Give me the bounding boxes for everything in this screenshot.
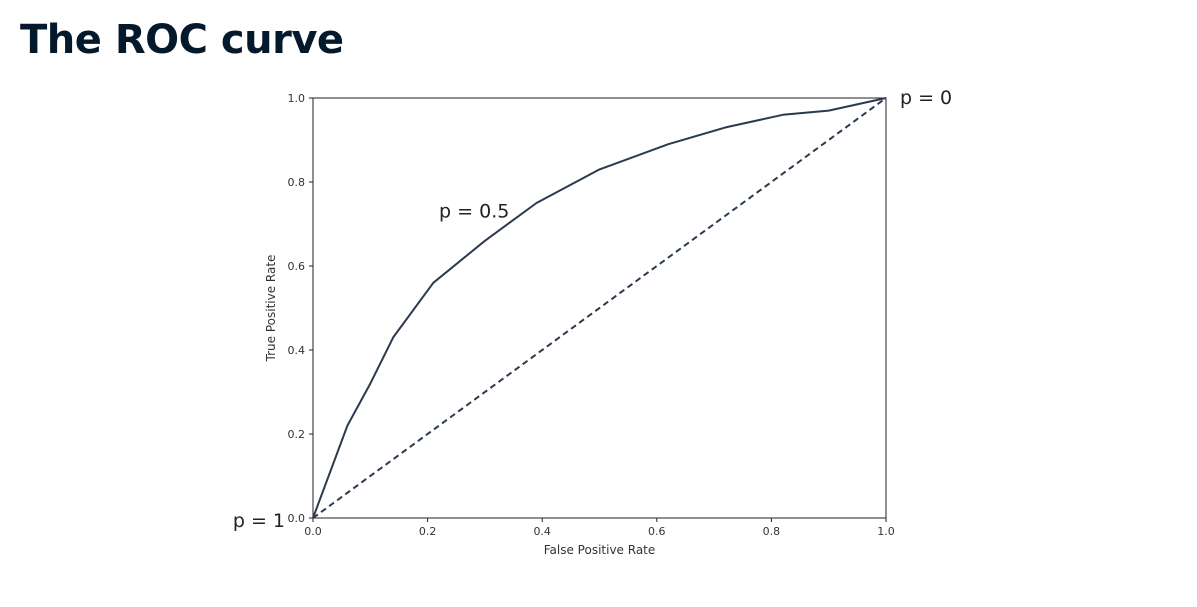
y-tick-label: 0.8	[288, 176, 306, 189]
roc-curve-line	[312, 97, 887, 519]
y-tick-label: 1.0	[288, 92, 306, 105]
x-tick-label: 0.2	[419, 525, 437, 538]
slide-title: The ROC curve	[20, 17, 344, 63]
x-axis-label: False Positive Rate	[544, 543, 656, 557]
x-tick-label: 0.4	[533, 525, 551, 538]
threshold-annotation: p = 1	[233, 510, 285, 532]
x-tick-label: 1.0	[877, 525, 895, 538]
y-axis-label: True Positive Rate	[264, 255, 278, 363]
y-tick-label: 0.6	[288, 260, 306, 273]
threshold-annotation: p = 0.5	[439, 200, 509, 222]
threshold-annotation: p = 0	[900, 87, 952, 109]
random-classifier-line	[312, 97, 887, 519]
y-tick-label: 0.0	[288, 512, 306, 525]
x-tick-label: 0.8	[763, 525, 781, 538]
y-tick-label: 0.2	[288, 428, 306, 441]
plot-area	[312, 97, 887, 519]
y-tick-label: 0.4	[288, 344, 306, 357]
x-tick-label: 0.0	[304, 525, 322, 538]
x-tick-label: 0.6	[648, 525, 666, 538]
